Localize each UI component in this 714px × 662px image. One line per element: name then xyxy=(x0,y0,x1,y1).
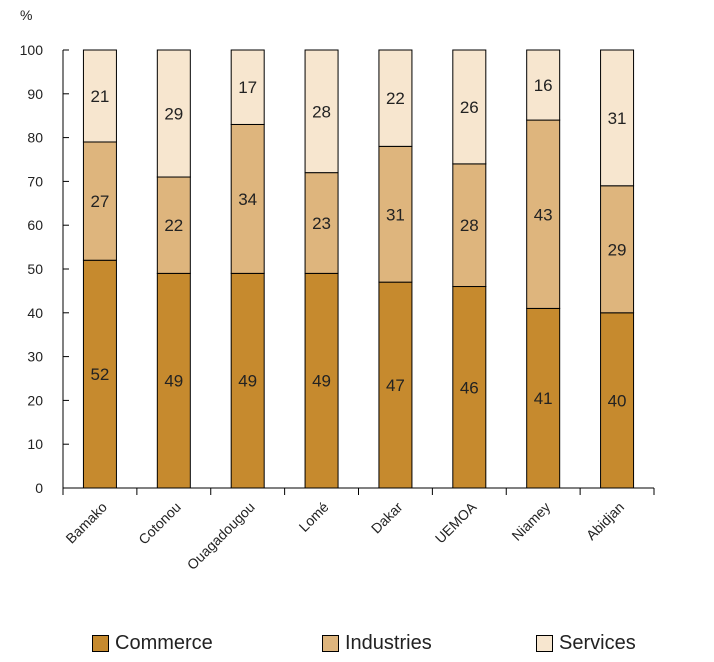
bar-segment-services xyxy=(378,49,413,147)
bar-segment-industries xyxy=(526,119,561,309)
data-label: 49 xyxy=(164,372,183,391)
legend-swatch-commerce xyxy=(92,635,109,652)
data-label: 22 xyxy=(386,89,405,108)
y-tick-label: 10 xyxy=(27,436,43,452)
bar-segment-services xyxy=(82,49,117,143)
data-label: 31 xyxy=(608,109,627,128)
data-label: 28 xyxy=(312,102,331,121)
stacked-bar-chart: % 0 10 20 30 40 50 60 70 80 90 100 Bamako Cotonou Ou… xyxy=(20,7,655,573)
data-label: 43 xyxy=(534,205,553,224)
legend-item-industries: Industries xyxy=(322,632,432,655)
legend-swatch-industries xyxy=(322,635,339,652)
y-tick-label: 30 xyxy=(27,349,43,365)
bar-segment-services xyxy=(156,49,191,178)
x-category-label: Cotonou xyxy=(135,499,184,548)
data-label: 21 xyxy=(90,87,109,106)
data-label: 29 xyxy=(164,105,183,124)
legend-item-services: Services xyxy=(536,632,636,655)
legend-label-services: Services xyxy=(559,632,636,654)
bar-segment-services xyxy=(304,49,339,174)
legend-label-commerce: Commerce xyxy=(115,632,213,654)
y-tick-label: 70 xyxy=(27,173,43,189)
legend: Commerce Industries Services xyxy=(0,632,714,662)
y-tick-label: 20 xyxy=(27,392,43,408)
bar-segment-services xyxy=(526,49,561,121)
data-label: 17 xyxy=(238,78,257,97)
data-label: 52 xyxy=(90,365,109,384)
x-category-label: Abidjan xyxy=(583,499,627,543)
data-label: 29 xyxy=(608,240,627,259)
x-category-label: Ouagadougou xyxy=(184,499,258,573)
x-axis: Bamako Cotonou Ouagadougou Lomé Dakar UEMOA Ni… xyxy=(62,487,655,573)
bar-segment-commerce xyxy=(230,272,265,489)
bars: 52 27 21 49 22 29 49 34 17 49 23 28 47 31 22 46 28 26 41 43… xyxy=(82,49,635,489)
bar-segment-industries xyxy=(378,145,413,283)
y-tick-label: 90 xyxy=(27,86,43,102)
bar-segment-commerce xyxy=(526,307,561,489)
data-label: 22 xyxy=(164,216,183,235)
data-label: 49 xyxy=(312,372,331,391)
x-category-label: Dakar xyxy=(368,499,406,537)
y-axis-unit-label: % xyxy=(20,7,32,23)
bar-segment-services xyxy=(230,49,265,125)
bar-segment-services xyxy=(600,49,635,187)
data-label: 41 xyxy=(534,389,553,408)
y-tick-label: 60 xyxy=(27,217,43,233)
data-label: 16 xyxy=(534,76,553,95)
data-label: 46 xyxy=(460,378,479,397)
y-tick-label: 40 xyxy=(27,305,43,321)
bar-segment-industries xyxy=(600,185,635,314)
data-label: 47 xyxy=(386,376,405,395)
y-tick-label: 100 xyxy=(20,42,44,58)
data-label: 49 xyxy=(238,372,257,391)
bar-segment-industries xyxy=(156,176,191,274)
legend-item-commerce: Commerce xyxy=(92,632,213,655)
data-label: 27 xyxy=(90,192,109,211)
legend-swatch-services xyxy=(536,635,553,652)
y-tick-label: 80 xyxy=(27,130,43,146)
legend-label-industries: Industries xyxy=(345,632,432,654)
y-tick-label: 0 xyxy=(35,480,43,496)
bar-segment-industries xyxy=(452,163,487,288)
data-label: 40 xyxy=(608,391,627,410)
bar-segment-commerce xyxy=(378,281,413,489)
data-label: 31 xyxy=(386,205,405,224)
data-label: 23 xyxy=(312,214,331,233)
bar-segment-industries xyxy=(304,172,339,274)
data-label: 26 xyxy=(460,98,479,117)
x-category-label: Bamako xyxy=(62,499,110,547)
bar-segment-commerce xyxy=(82,259,117,489)
y-tick-label: 50 xyxy=(27,261,43,277)
data-label: 28 xyxy=(460,216,479,235)
bar-segment-services xyxy=(452,49,487,165)
x-category-label: Lomé xyxy=(296,499,332,535)
x-category-label: Niamey xyxy=(508,499,553,544)
bar-segment-commerce xyxy=(452,286,487,489)
data-label: 34 xyxy=(238,190,257,209)
x-category-label: UEMOA xyxy=(432,498,480,546)
bar-segment-commerce xyxy=(600,312,635,489)
y-axis: 0 10 20 30 40 50 60 70 80 90 100 xyxy=(20,42,69,496)
